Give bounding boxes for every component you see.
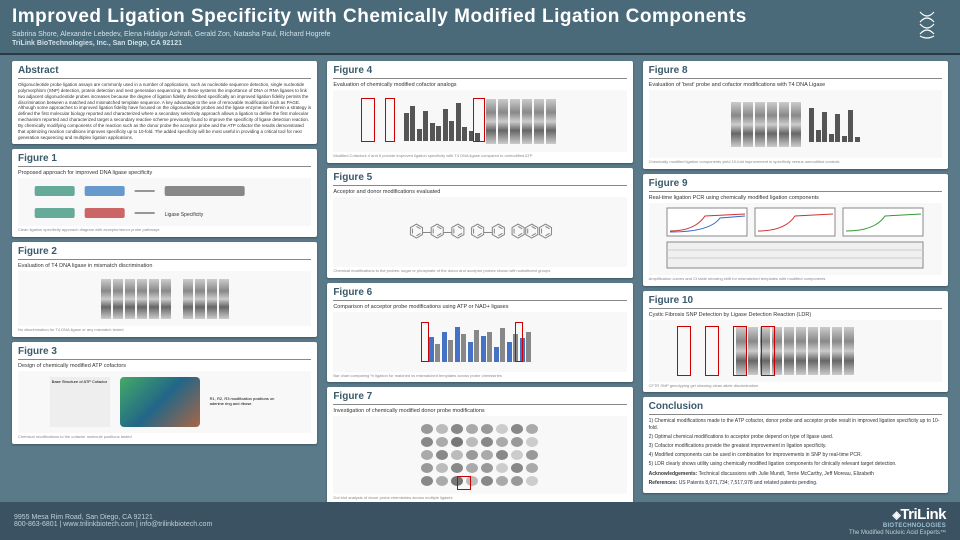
figure-5-title: Figure 5 — [333, 172, 626, 186]
conclusion-item: 4) Modified components can be used in co… — [649, 452, 942, 459]
figure-7-panel: Figure 7 Investigation of chemically mod… — [327, 387, 632, 505]
poster-footer: 9955 Mesa Rim Road, San Diego, CA 92121 … — [0, 502, 960, 540]
figure-9-caption: Amplification curves and Ct table showin… — [649, 277, 942, 282]
figure-10-ldr — [649, 320, 942, 382]
figure-2-panel: Figure 2 Evaluation of T4 DNA ligase in … — [12, 242, 317, 337]
figure-8-combined — [649, 90, 942, 158]
figure-3-title: Figure 3 — [18, 346, 311, 360]
brand-subtitle: BIOTECHNOLOGIES — [849, 523, 946, 529]
figure-4-title: Figure 4 — [333, 65, 626, 79]
figure-9-panel: Figure 9 Real-time ligation PCR using ch… — [643, 174, 948, 286]
figure-1-subtitle: Proposed approach for improved DNA ligas… — [18, 170, 311, 176]
ack-text: Technical discussions with Julie Mundt, … — [699, 471, 874, 477]
figure-7-caption: Dot blot analysis of donor probe chemist… — [333, 496, 626, 501]
figure-4-caption: Modified Cofactors 4 and 6 provide impro… — [333, 154, 626, 159]
footer-brand-block: ◈TriLink BIOTECHNOLOGIES The Modified Nu… — [849, 506, 946, 536]
figure-7-blot — [333, 416, 626, 494]
brand-tagline: The Modified Nucleic Acid Experts™ — [849, 530, 946, 536]
column-3: Figure 8 Evaluation of 'best' probe and … — [643, 61, 948, 505]
figure-5-structures: ⌬⎯⌬⎯⌬ ⌬⎯⌬ ⌬⌬⌬ — [333, 197, 626, 267]
figure-5-subtitle: Acceptor and donor modifications evaluat… — [333, 189, 626, 195]
conclusion-list: 1) Chemical modifications made to the AT… — [649, 418, 942, 487]
conclusion-item: 1) Chemical modifications made to the AT… — [649, 418, 942, 432]
figure-7-title: Figure 7 — [333, 391, 626, 405]
footer-contact: 9955 Mesa Rim Road, San Diego, CA 92121 … — [14, 514, 212, 528]
authors: Sabrina Shore, Alexandre Lebedev, Elena … — [12, 31, 948, 38]
figure-8-title: Figure 8 — [649, 65, 942, 79]
figure-8-panel: Figure 8 Evaluation of 'best' probe and … — [643, 61, 948, 169]
footer-phone-email: 800-863-6801 | www.trilinkbiotech.com | … — [14, 521, 212, 528]
figure-7-subtitle: Investigation of chemically modified don… — [333, 408, 626, 414]
figure-1-panel: Figure 1 Proposed approach for improved … — [12, 149, 317, 237]
footer-address: 9955 Mesa Rim Road, San Diego, CA 92121 — [14, 514, 212, 521]
figure-2-gel — [18, 271, 311, 326]
figure-10-title: Figure 10 — [649, 295, 942, 309]
figure-1-diagram: Ligase Specificity — [18, 178, 311, 226]
figure-8-subtitle: Evaluation of 'best' probe and cofactor … — [649, 82, 942, 88]
dna-helix-icon — [912, 10, 942, 40]
figure-2-title: Figure 2 — [18, 246, 311, 260]
figure-2-subtitle: Evaluation of T4 DNA ligase in mismatch … — [18, 263, 311, 269]
abstract-title: Abstract — [18, 65, 311, 79]
conclusion-item: 5) LDR clearly shows utility using chemi… — [649, 461, 942, 468]
figure-5-caption: Chemical modifications to the probes: su… — [333, 269, 626, 274]
figure-1-caption: Clean ligation specificity approach diag… — [18, 228, 311, 233]
svg-text:Ligase Specificity: Ligase Specificity — [165, 212, 204, 218]
figure-4-chart — [333, 90, 626, 152]
figure-4-panel: Figure 4 Evaluation of chemically modifi… — [327, 61, 632, 163]
molecule-icon: ⌬⎯⌬⎯⌬ ⌬⎯⌬ ⌬⌬⌬ — [409, 221, 552, 242]
abstract-body: Oligonucleotide probe ligation assays ar… — [18, 82, 311, 140]
column-2: Figure 4 Evaluation of chemically modifi… — [327, 61, 632, 505]
figure-3-panel: Figure 3 Design of chemically modified A… — [12, 342, 317, 444]
ref-text: US Patents 8,071,734; 7,517,978 and rela… — [679, 480, 818, 486]
figure-10-caption: CFTR SNP genotyping gel showing clean al… — [649, 384, 942, 389]
figure-6-subtitle: Comparison of acceptor probe modificatio… — [333, 304, 626, 310]
figure-6-panel: Figure 6 Comparison of acceptor probe mo… — [327, 283, 632, 383]
abstract-panel: Abstract Oligonucleotide probe ligation … — [12, 61, 317, 144]
poster-header: Improved Ligation Specificity with Chemi… — [0, 0, 960, 55]
figure-1-title: Figure 1 — [18, 153, 311, 167]
figure-6-caption: Bar chart comparing % ligation for match… — [333, 374, 626, 379]
figure-10-panel: Figure 10 Cystic Fibrosis SNP Detection … — [643, 291, 948, 393]
figure-9-pcr — [649, 203, 942, 275]
column-1: Abstract Oligonucleotide probe ligation … — [12, 61, 317, 505]
figure-2-caption: No discrimination for T4 DNA ligase or a… — [18, 328, 311, 333]
figure-8-caption: Chemically modified ligation components … — [649, 160, 942, 165]
conclusion-title: Conclusion — [649, 401, 942, 415]
figure-10-subtitle: Cystic Fibrosis SNP Detection by Ligase … — [649, 312, 942, 318]
figure-9-title: Figure 9 — [649, 178, 942, 192]
affiliation: TriLink BioTechnologies, Inc., San Diego… — [12, 40, 948, 47]
brand-name: TriLink — [900, 506, 946, 523]
figure-3-structures: Base Structure of ATP Cofactor R1, R2, R… — [18, 371, 311, 433]
trilink-logo: ◈TriLink BIOTECHNOLOGIES — [849, 506, 946, 529]
poster-title: Improved Ligation Specificity with Chemi… — [12, 6, 948, 28]
figure-5-panel: Figure 5 Acceptor and donor modification… — [327, 168, 632, 278]
conclusion-item: 3) Cofactor modifications provide the gr… — [649, 443, 942, 450]
figure-6-chart — [333, 312, 626, 372]
conclusion-item: 2) Optimal chemical modifications to acc… — [649, 434, 942, 441]
ref-label: References: — [649, 480, 678, 486]
figure-3-subtitle: Design of chemically modified ATP cofact… — [18, 363, 311, 369]
figure-9-subtitle: Real-time ligation PCR using chemically … — [649, 195, 942, 201]
figure-4-subtitle: Evaluation of chemically modified cofact… — [333, 82, 626, 88]
ack-label: Acknowledgements: — [649, 471, 698, 477]
figure-6-title: Figure 6 — [333, 287, 626, 301]
conclusion-panel: Conclusion 1) Chemical modifications mad… — [643, 397, 948, 493]
figure-3-caption: Chemical modifications to the cofactor m… — [18, 435, 311, 440]
poster-columns: Abstract Oligonucleotide probe ligation … — [0, 55, 960, 505]
